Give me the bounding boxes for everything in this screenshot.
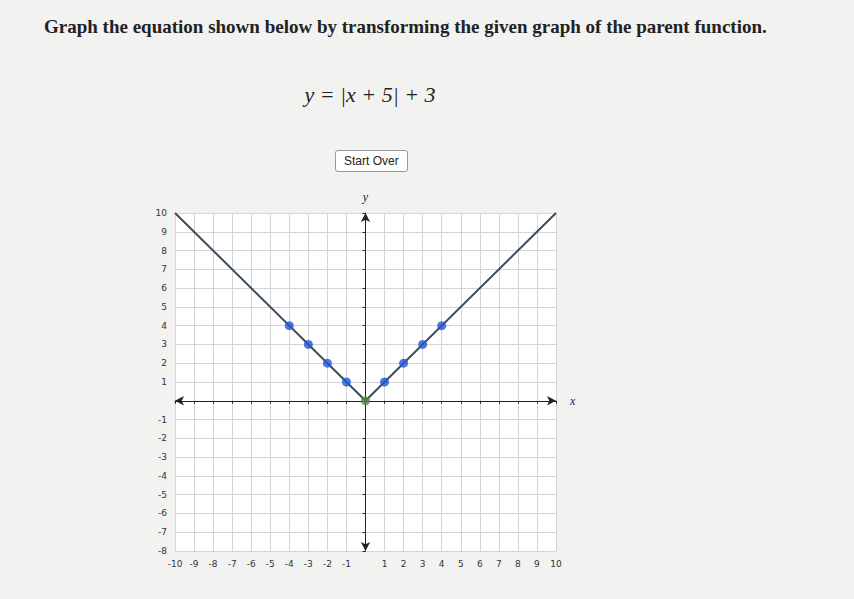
svg-text:1: 1 [382, 559, 388, 569]
html-text:Start Over: Start Over [344, 154, 399, 168]
svg-text:2: 2 [401, 559, 407, 569]
svg-text:-6: -6 [247, 559, 256, 569]
svg-text:6: 6 [477, 559, 483, 569]
svg-text:9: 9 [161, 227, 167, 237]
svg-text:x: x [569, 394, 576, 408]
svg-text:8: 8 [515, 559, 521, 569]
svg-text:-8: -8 [158, 546, 167, 556]
svg-text:5: 5 [458, 559, 464, 569]
svg-text:1: 1 [161, 377, 167, 387]
svg-text:7: 7 [161, 264, 167, 274]
svg-text:-9: -9 [190, 559, 199, 569]
svg-text:9: 9 [534, 559, 540, 569]
svg-text:5: 5 [161, 302, 167, 312]
svg-text:-4: -4 [158, 471, 167, 481]
svg-text:-10: -10 [168, 559, 183, 569]
svg-text:-5: -5 [266, 559, 275, 569]
svg-text:7: 7 [496, 559, 502, 569]
svg-text:4: 4 [161, 321, 167, 331]
svg-text:10: 10 [550, 559, 562, 569]
svg-text:y: y [362, 190, 369, 204]
svg-text:-1: -1 [342, 559, 351, 569]
svg-text:-4: -4 [285, 559, 294, 569]
svg-text:10: 10 [156, 208, 168, 218]
html-text:Graph the equation shown below: Graph the equation shown below by transf… [44, 16, 767, 37]
svg-text:2: 2 [161, 358, 167, 368]
svg-text:8: 8 [161, 246, 167, 256]
svg-text:4: 4 [439, 559, 445, 569]
html-text:y = |x + 5| + 3: y = |x + 5| + 3 [304, 82, 436, 107]
svg-text:-1: -1 [158, 415, 167, 425]
svg-text:3: 3 [420, 559, 426, 569]
svg-text:-2: -2 [323, 559, 332, 569]
svg-text:-3: -3 [158, 452, 167, 462]
svg-text:-6: -6 [158, 508, 167, 518]
svg-text:3: 3 [161, 339, 167, 349]
svg-text:-7: -7 [158, 527, 167, 537]
svg-text:-3: -3 [304, 559, 313, 569]
svg-text:6: 6 [161, 283, 167, 293]
svg-text:-2: -2 [158, 433, 167, 443]
svg-text:-5: -5 [158, 490, 167, 500]
svg-text:-8: -8 [209, 559, 218, 569]
svg-text:-7: -7 [228, 559, 237, 569]
